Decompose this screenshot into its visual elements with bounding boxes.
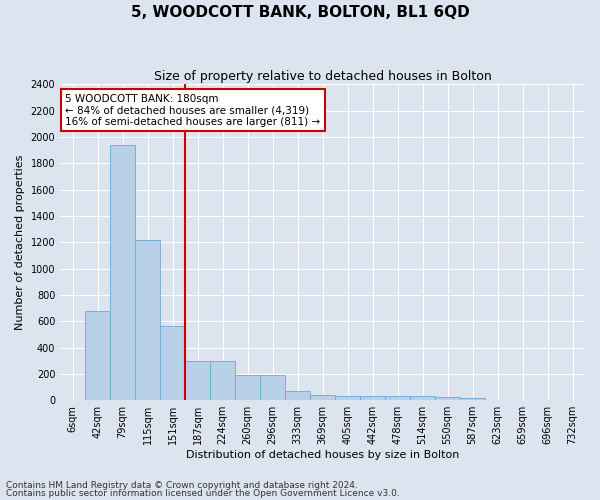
- X-axis label: Distribution of detached houses by size in Bolton: Distribution of detached houses by size …: [186, 450, 459, 460]
- Text: 5 WOODCOTT BANK: 180sqm
← 84% of detached houses are smaller (4,319)
16% of semi: 5 WOODCOTT BANK: 180sqm ← 84% of detache…: [65, 94, 320, 127]
- Bar: [160, 326, 185, 400]
- Bar: [360, 396, 385, 400]
- Bar: [385, 396, 410, 400]
- Bar: [85, 310, 110, 400]
- Bar: [310, 395, 335, 400]
- Bar: [135, 240, 160, 400]
- Y-axis label: Number of detached properties: Number of detached properties: [15, 154, 25, 330]
- Bar: [460, 398, 485, 400]
- Text: 5, WOODCOTT BANK, BOLTON, BL1 6QD: 5, WOODCOTT BANK, BOLTON, BL1 6QD: [131, 5, 469, 20]
- Text: Contains public sector information licensed under the Open Government Licence v3: Contains public sector information licen…: [6, 489, 400, 498]
- Bar: [260, 374, 285, 400]
- Bar: [410, 396, 435, 400]
- Bar: [335, 396, 360, 400]
- Bar: [110, 144, 135, 400]
- Bar: [185, 360, 210, 400]
- Bar: [285, 391, 310, 400]
- Title: Size of property relative to detached houses in Bolton: Size of property relative to detached ho…: [154, 70, 491, 83]
- Bar: [435, 397, 460, 400]
- Bar: [210, 360, 235, 400]
- Bar: [235, 374, 260, 400]
- Text: Contains HM Land Registry data © Crown copyright and database right 2024.: Contains HM Land Registry data © Crown c…: [6, 480, 358, 490]
